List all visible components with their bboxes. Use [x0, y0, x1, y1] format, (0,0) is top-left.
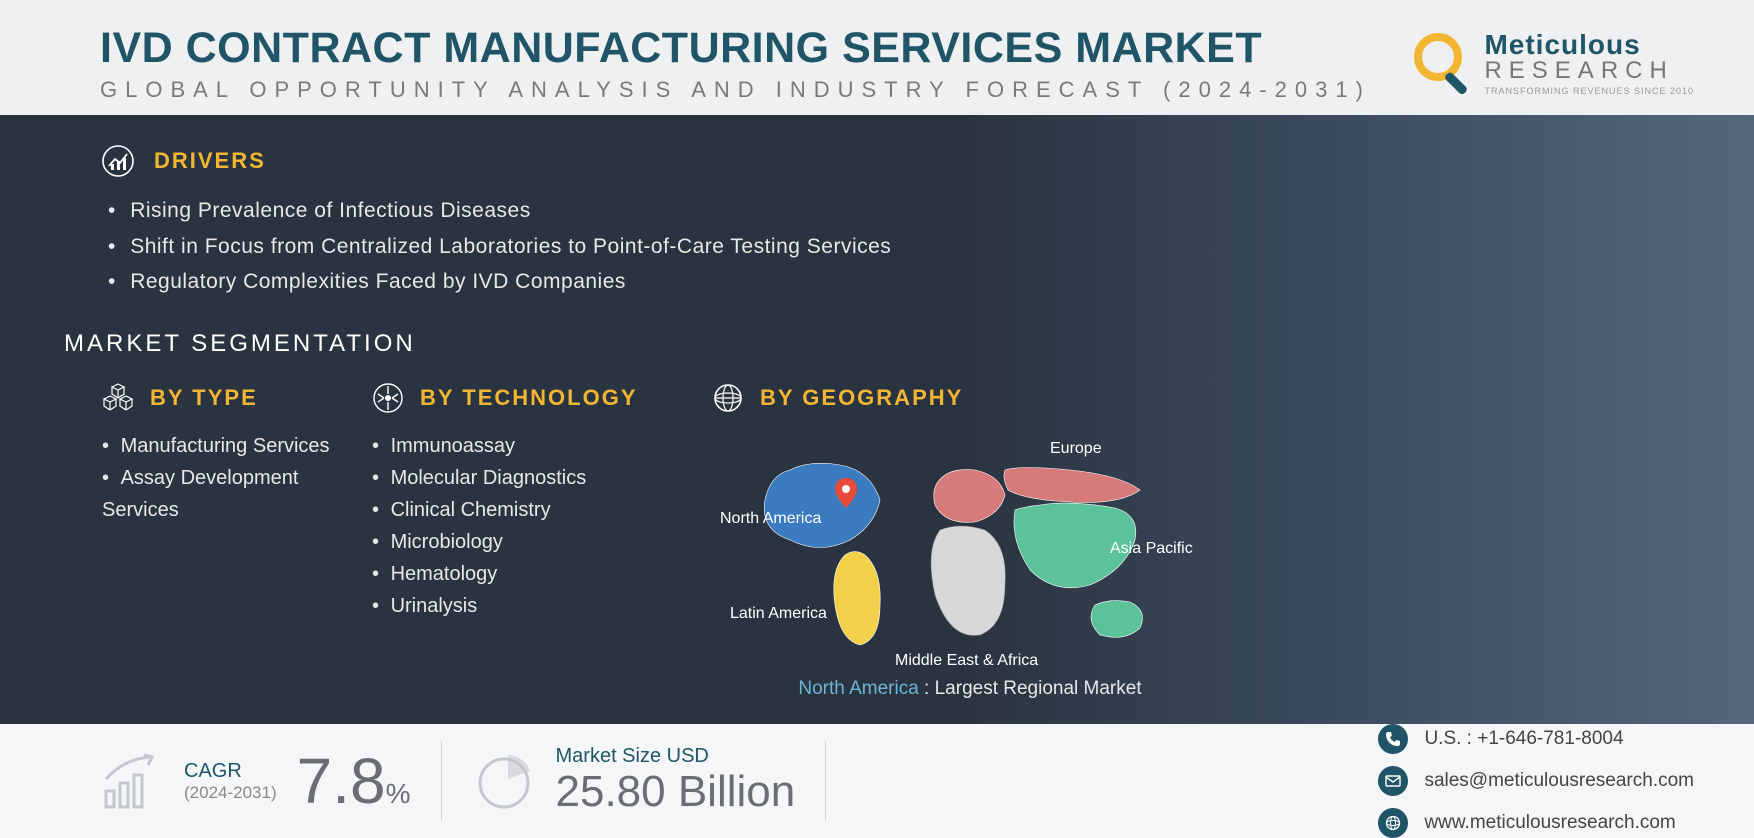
brand-logo: Meticulous RESEARCH TRANSFORMING REVENUE…: [1408, 29, 1694, 99]
email-icon: [1378, 766, 1408, 796]
map-label-mea: Middle East & Africa: [895, 652, 1038, 670]
driver-item: Shift in Focus from Centralized Laborato…: [108, 229, 1694, 265]
phone-icon: [1378, 724, 1408, 754]
contact-email: sales@meticulousresearch.com: [1378, 766, 1694, 796]
map-label-la: Latin America: [730, 605, 827, 623]
contact-phone: U.S. : +1-646-781-8004: [1378, 724, 1694, 754]
segment-by-geography: BY GEOGRAPHY: [710, 380, 1694, 700]
map-region-russia: [1004, 468, 1140, 503]
type-item: Assay Development Services: [102, 462, 340, 526]
cagr-range-text: (2024-2031): [184, 783, 277, 803]
drivers-list: Rising Prevalence of Infectious Diseases…: [108, 193, 1694, 300]
cagr-metric: CAGR (2024-2031) 7.8%: [100, 749, 411, 813]
map-region-australia: [1091, 601, 1142, 638]
by-type-heading: BY TYPE: [150, 385, 258, 411]
logo-tagline: TRANSFORMING REVENUES SINCE 2010: [1484, 87, 1694, 96]
tech-item: Microbiology: [372, 526, 680, 558]
title-block: IVD CONTRACT MANUFACTURING SERVICES MARK…: [100, 24, 1371, 103]
growth-chart-icon: [100, 749, 164, 813]
tech-item: Molecular Diagnostics: [372, 462, 680, 494]
circuit-icon: [370, 380, 406, 416]
tech-item: Hematology: [372, 558, 680, 590]
driver-item: Rising Prevalence of Infectious Diseases: [108, 193, 1694, 229]
world-map: North America Latin America Europe Asia …: [710, 430, 1190, 670]
contact-web-text: www.meticulousresearch.com: [1424, 812, 1675, 834]
header: IVD CONTRACT MANUFACTURING SERVICES MARK…: [0, 0, 1754, 115]
main-panel: DRIVERS Rising Prevalence of Infectious …: [0, 115, 1754, 724]
tech-item: Urinalysis: [372, 590, 680, 622]
map-label-ap: Asia Pacific: [1110, 540, 1193, 558]
by-technology-heading: BY TECHNOLOGY: [420, 385, 638, 411]
map-region-mea: [931, 526, 1005, 636]
segment-by-technology: BY TECHNOLOGY Immunoassay Molecular Diag…: [370, 380, 680, 622]
page-subtitle: GLOBAL OPPORTUNITY ANALYSIS AND INDUSTRY…: [100, 77, 1371, 103]
geography-note-region: North America: [798, 678, 918, 699]
divider: [441, 741, 442, 821]
market-size-value: 25.80 Billion: [556, 768, 796, 816]
logo-brand-text: Meticulous: [1484, 31, 1694, 59]
analytics-icon: [100, 143, 136, 179]
by-geography-heading: BY GEOGRAPHY: [760, 385, 963, 411]
map-region-latin-america: [834, 552, 880, 646]
globe-icon: [710, 380, 746, 416]
market-size-label: Market Size USD: [556, 745, 796, 768]
drivers-heading: DRIVERS: [100, 143, 1694, 179]
logo-sub-text: RESEARCH: [1484, 59, 1694, 83]
driver-item: Regulatory Complexities Faced by IVD Com…: [108, 264, 1694, 300]
drivers-heading-text: DRIVERS: [154, 148, 266, 174]
divider: [825, 741, 826, 821]
type-item: Manufacturing Services: [102, 430, 340, 462]
tech-item: Immunoassay: [372, 430, 680, 462]
contact-web: www.meticulousresearch.com: [1378, 808, 1694, 838]
cagr-label-text: CAGR: [184, 759, 277, 783]
magnifier-icon: [1408, 29, 1478, 99]
contact-email-text: sales@meticulousresearch.com: [1424, 770, 1694, 792]
map-region-europe: [934, 470, 1005, 523]
geography-note-text: : Largest Regional Market: [919, 678, 1142, 699]
map-label-eu: Europe: [1050, 440, 1102, 458]
map-pin-icon: [835, 478, 857, 508]
cubes-icon: [100, 380, 136, 416]
market-size-metric: Market Size USD 25.80 Billion: [472, 745, 796, 816]
map-region-north-america: [764, 463, 880, 547]
map-label-na: North America: [720, 510, 821, 528]
contact-block: U.S. : +1-646-781-8004 sales@meticulousr…: [1378, 724, 1694, 838]
tech-item: Clinical Chemistry: [372, 494, 680, 526]
segment-by-type: BY TYPE Manufacturing Services Assay Dev…: [100, 380, 340, 526]
web-icon: [1378, 808, 1408, 838]
segmentation-heading: MARKET SEGMENTATION: [64, 330, 1694, 358]
contact-phone-text: U.S. : +1-646-781-8004: [1424, 728, 1623, 750]
cagr-value: 7.8%: [297, 749, 411, 813]
pie-chart-icon: [472, 749, 536, 813]
page-title: IVD CONTRACT MANUFACTURING SERVICES MARK…: [100, 24, 1371, 73]
footer: CAGR (2024-2031) 7.8% Market Size USD 25…: [0, 724, 1754, 838]
geography-note: North America : Largest Regional Market: [710, 678, 1230, 700]
